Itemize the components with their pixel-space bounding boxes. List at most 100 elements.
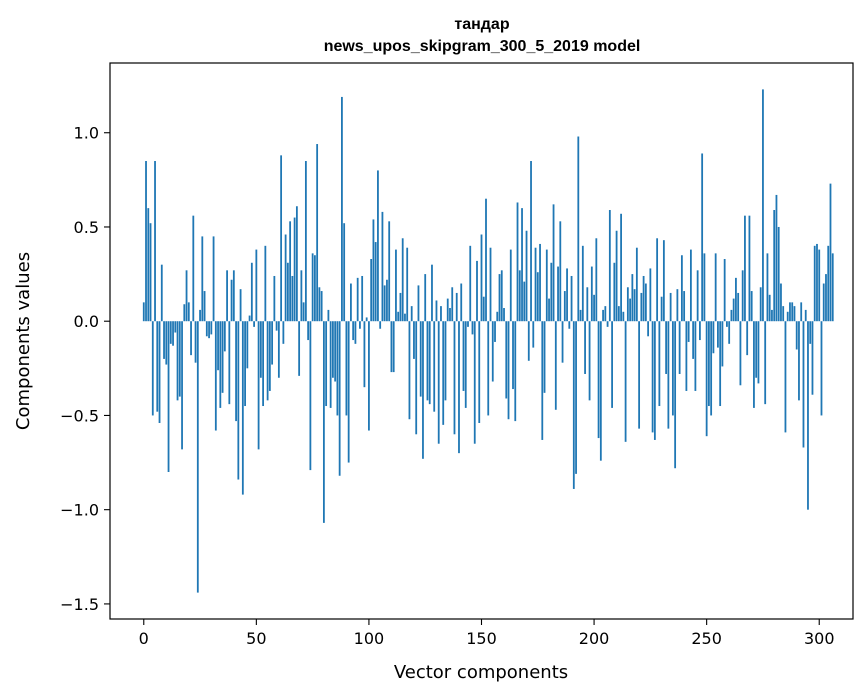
bar-component-282 [777,226,780,322]
bar-component-173 [532,321,535,348]
bar-component-208 [611,321,613,408]
bar-component-257 [721,321,724,367]
bar-component-237 [676,289,679,322]
bar-component-16 [178,321,181,397]
bar-component-19 [185,270,188,322]
bar-component-153 [487,321,490,416]
bar-component-281 [775,194,778,322]
bar-component-225 [649,268,652,322]
bar-component-59 [275,321,278,331]
bar-component-119 [410,306,413,322]
bar-component-68 [295,206,298,322]
bar-component-11 [167,321,170,472]
bar-component-6 [156,321,159,412]
bar-component-80 [322,321,325,523]
x-tick-label: 300 [804,629,835,648]
bar-component-230 [660,296,663,322]
y-axis: −1.5 −1.0 −0.5 0.0 0.5 1.0 [60,124,110,614]
bar-component-224 [647,321,650,337]
bar-component-58 [273,275,276,322]
bar-component-294 [804,309,807,322]
bar-component-93 [352,321,355,341]
chart-subtitle: news_upos_skipgram_300_5_2019 model [324,38,641,55]
bar-component-306 [831,253,834,322]
bar-component-75 [311,253,314,322]
bar-component-120 [413,321,415,359]
bar-component-88 [341,96,343,322]
bar-component-212 [620,213,622,322]
bar-component-26 [201,236,204,322]
bar-component-184 [557,266,559,322]
bar-component-203 [599,321,602,461]
bar-component-252 [710,321,713,416]
bars-group [142,89,834,593]
bar-component-194 [579,309,582,322]
bar-component-161 [505,321,508,399]
bar-component-170 [525,230,528,322]
bar-component-72 [304,161,307,322]
bar-component-305 [829,183,832,322]
y-axis-label: Components values [13,252,34,430]
bar-component-171 [527,321,530,361]
bar-component-177 [541,321,544,440]
bar-component-174 [534,247,537,322]
bar-component-200 [593,294,595,322]
bar-component-162 [507,321,510,420]
bar-component-112 [395,249,397,322]
bar-component-94 [354,321,357,344]
bar-component-132 [440,306,442,322]
bar-component-2 [147,208,150,322]
bar-component-190 [570,275,573,322]
bar-component-303 [825,274,827,322]
bar-component-106 [381,211,384,322]
bar-component-272 [755,321,758,378]
bar-component-236 [674,321,677,469]
bar-component-299 [816,243,818,322]
bar-component-221 [640,292,643,322]
bar-component-163 [509,249,512,322]
bar-component-242 [687,321,690,342]
bar-component-201 [595,238,598,322]
bar-component-43 [239,289,242,322]
bar-component-256 [719,321,722,407]
bar-component-135 [446,298,449,322]
bar-component-211 [617,306,620,322]
bar-component-83 [329,321,332,408]
bar-component-81 [325,321,328,407]
bar-component-28 [205,321,208,337]
bar-component-150 [480,234,483,322]
bar-component-274 [759,287,762,322]
bar-component-136 [449,308,451,322]
bar-component-229 [658,321,661,407]
bar-component-124 [422,321,424,459]
bar-component-215 [626,287,629,322]
bar-component-140 [458,321,460,454]
bar-component-238 [678,321,681,374]
bar-component-196 [584,321,586,374]
bar-component-263 [735,277,737,322]
bar-component-302 [822,283,825,322]
bar-component-214 [624,321,627,442]
bar-component-219 [635,247,638,322]
bar-component-77 [316,144,319,322]
bar-component-34 [219,321,222,408]
bar-component-278 [768,294,771,322]
bar-component-202 [597,321,600,439]
bar-component-118 [408,321,411,420]
bar-component-20 [187,302,190,322]
bar-component-36 [223,321,226,352]
bar-component-155 [491,321,494,382]
bar-component-227 [653,321,656,440]
bar-component-110 [390,321,393,373]
plot-frame [109,62,854,620]
bar-component-7 [158,321,161,423]
bar-component-134 [444,321,447,401]
bar-component-245 [694,321,697,391]
bar-component-15 [176,321,179,401]
x-tick-label: 50 [246,629,266,648]
x-tick-label: 250 [691,629,722,648]
bar-component-291 [798,321,800,401]
bar-component-122 [417,285,420,322]
bar-component-286 [786,311,789,322]
bar-component-187 [563,291,566,322]
